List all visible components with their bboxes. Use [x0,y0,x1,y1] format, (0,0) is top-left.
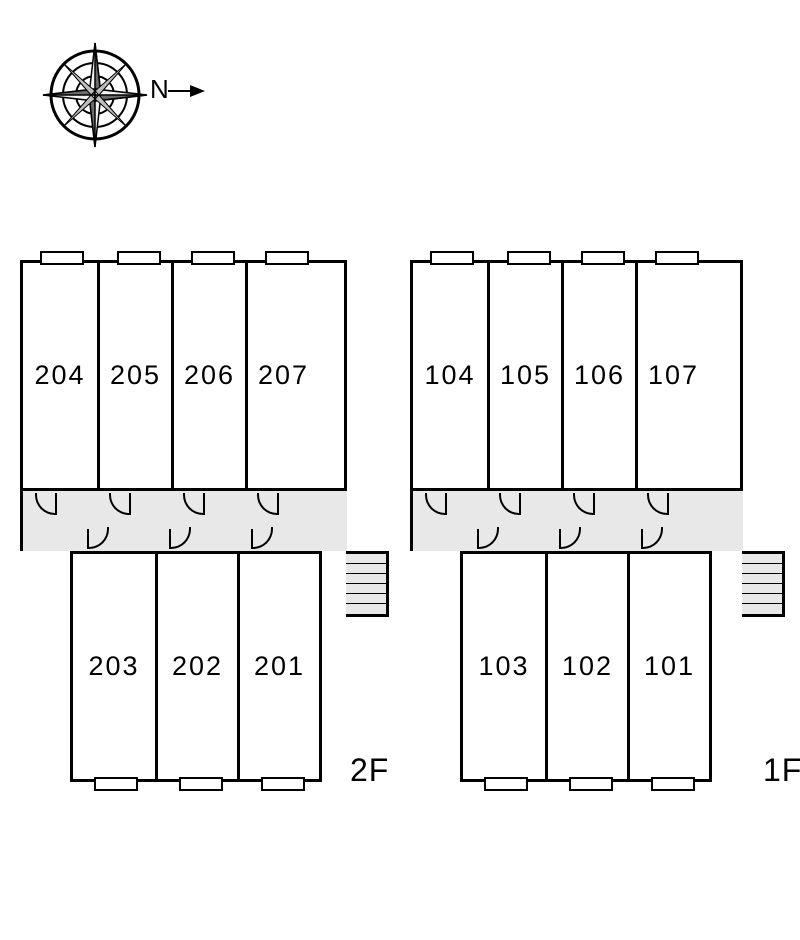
floor-label: 2F [350,752,389,789]
floor-2F: 2042052062072032022012F [20,260,347,782]
compass: N [40,25,210,170]
unit-label: 104 [424,360,475,391]
door-icon [169,529,171,549]
unit-201: 201 [237,554,319,779]
unit-label: 205 [110,360,161,391]
window-icon [507,251,551,265]
unit-label: 102 [562,651,613,682]
unit-207: 207 [245,263,319,488]
unit-label: 201 [254,651,305,682]
door-icon [573,493,595,515]
door-icon [641,527,663,549]
door-icon [499,493,521,515]
unit-105: 105 [487,263,561,488]
unit-205: 205 [97,263,171,488]
door-icon [109,493,131,515]
unit-102: 102 [545,554,627,779]
door-icon [277,493,279,513]
door-icon [203,493,205,513]
bottom-build: 103 102 101 [460,551,743,782]
unit-106: 106 [561,263,635,488]
unit-label: 107 [648,360,699,391]
door-icon [251,527,273,549]
bottom-row: 203 202 201 [70,551,322,782]
unit-204: 204 [23,263,97,488]
floor-label: 1F [763,752,800,789]
door-icon [257,493,279,515]
unit-107: 107 [635,263,709,488]
window-icon [261,777,305,791]
window-icon [655,251,699,265]
unit-104: 104 [413,263,487,488]
door-icon [593,493,595,513]
window-icon [581,251,625,265]
door-icon [87,529,89,549]
unit-label: 101 [644,651,695,682]
stairs-icon [742,551,785,617]
door-icon [129,493,131,513]
door-icon [35,493,57,515]
window-icon [94,777,138,791]
door-icon [519,493,521,513]
door-icon [183,493,205,515]
floor-1F: 1041051061071031021011F [410,260,743,782]
door-icon [445,493,447,513]
door-icon [559,529,561,549]
bottom-build: 203 202 201 [70,551,347,782]
top-row: 204 205 206 207 [20,260,347,491]
door-icon [55,493,57,513]
bottom-row: 103 102 101 [460,551,712,782]
door-icon [477,527,499,549]
compass-n-label: N [150,74,169,104]
unit-label: 202 [172,651,223,682]
window-icon [484,777,528,791]
unit-103: 103 [463,554,545,779]
window-icon [569,777,613,791]
unit-203: 203 [73,554,155,779]
window-icon [40,251,84,265]
stairs-icon [346,551,389,617]
door-icon [251,529,253,549]
window-icon [265,251,309,265]
door-icon [87,527,109,549]
unit-label: 103 [478,651,529,682]
door-icon [477,529,479,549]
door-icon [425,493,447,515]
door-icon [667,493,669,513]
top-row: 104 105 106 107 [410,260,743,491]
corridor [410,491,743,551]
door-icon [559,527,581,549]
unit-101: 101 [627,554,709,779]
unit-label: 206 [184,360,235,391]
window-icon [191,251,235,265]
window-icon [117,251,161,265]
window-icon [179,777,223,791]
unit-label: 204 [34,360,85,391]
unit-206: 206 [171,263,245,488]
unit-label: 203 [88,651,139,682]
door-icon [169,527,191,549]
window-icon [651,777,695,791]
unit-label: 105 [500,360,551,391]
unit-202: 202 [155,554,237,779]
window-icon [430,251,474,265]
unit-label: 207 [258,360,309,391]
corridor [20,491,347,551]
unit-label: 106 [574,360,625,391]
door-icon [647,493,669,515]
door-icon [641,529,643,549]
